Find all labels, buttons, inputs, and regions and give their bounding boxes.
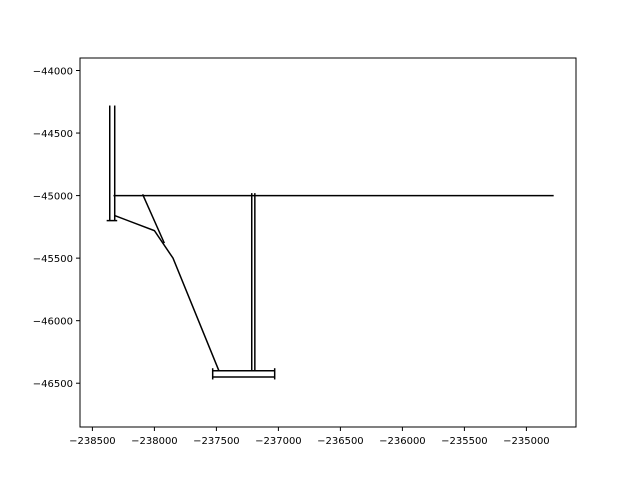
x-tick-label: −237500	[193, 436, 240, 447]
y-tick-label: −46000	[33, 317, 73, 328]
plot-area	[106, 105, 554, 380]
series-line-5	[141, 194, 166, 244]
x-tick-label: −238000	[131, 436, 178, 447]
y-tick-label: −45500	[33, 254, 73, 265]
x-tick-label: −235500	[441, 436, 488, 447]
x-tick-label: −238500	[69, 436, 116, 447]
x-axis: −238500 −238000 −237500 −237000 −236500 −2360…	[69, 427, 550, 447]
series-line-4	[114, 214, 220, 371]
x-tick-label: −237000	[255, 436, 302, 447]
x-tick-label: −236000	[379, 436, 426, 447]
y-tick-label: −45000	[33, 192, 73, 203]
y-axis: −44000 −44500 −45000 −45500 −46000 −46500	[33, 67, 80, 390]
x-tick-label: −235000	[503, 436, 550, 447]
x-tick-label: −236500	[317, 436, 364, 447]
y-tick-label: −44000	[33, 67, 73, 78]
axes-frame	[79, 57, 577, 428]
y-tick-label: −44500	[33, 129, 73, 140]
y-tick-label: −46500	[33, 379, 73, 390]
